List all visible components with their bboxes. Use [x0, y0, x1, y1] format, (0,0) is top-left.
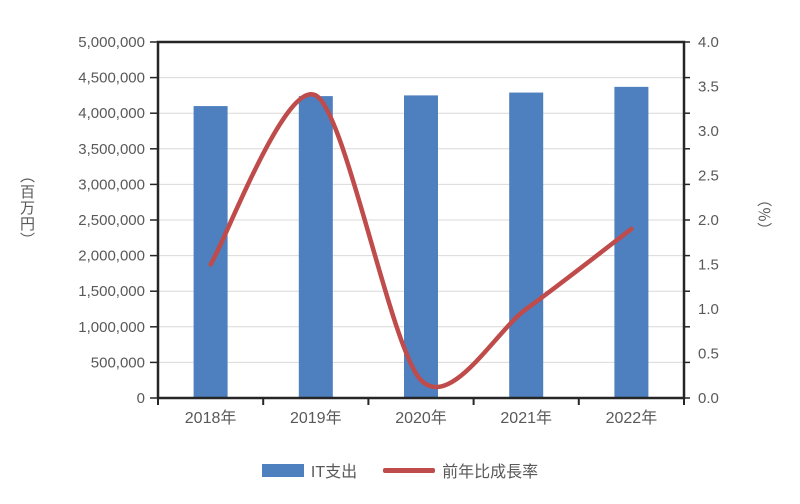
bar-series-swatch	[261, 463, 304, 477]
bar-2018年	[193, 106, 228, 398]
right-axis-tick-label: 1.5	[698, 257, 719, 274]
right-axis-tick-label: 2.0	[698, 212, 719, 229]
left-axis-tick-label: 5,000,000	[78, 34, 145, 51]
x-axis-label: 2018年	[185, 409, 237, 427]
line-series-swatch	[383, 467, 436, 473]
right-axis-tick-label: 0.5	[698, 346, 719, 363]
left-axis-tick-label: 3,500,000	[78, 141, 145, 158]
bar-series-label: IT支出	[310, 464, 358, 481]
left-axis-tick-label: 4,000,000	[78, 105, 145, 122]
x-axis-label: 2020年	[395, 409, 447, 427]
left-axis-title: （百万円）	[18, 168, 35, 248]
line-series-label: 前年比成長率	[442, 464, 539, 481]
x-axis-label: 2019年	[290, 409, 342, 427]
right-axis-tick-label: 3.5	[698, 79, 719, 96]
bar-2019年	[298, 96, 333, 398]
right-axis-tick-label: 4.0	[698, 34, 719, 51]
right-axis-title: （％）	[755, 191, 773, 238]
growth-rate-line	[208, 92, 634, 390]
right-axis-tick-label: 2.5	[698, 168, 719, 185]
left-axis-tick-label: 4,500,000	[78, 70, 145, 87]
left-axis-tick-label: 2,000,000	[78, 248, 145, 265]
legend: IT支出 前年比成長率	[0, 458, 800, 482]
right-axis-tick-label: 3.0	[698, 123, 719, 140]
right-axis-tick-label: 1.0	[698, 301, 719, 318]
bar-2022年	[614, 86, 649, 398]
left-axis-tick-label: 2,500,000	[78, 212, 145, 229]
legend-item-bars: IT支出	[261, 458, 358, 482]
left-axis-tick-label: 500,000	[91, 354, 145, 371]
left-axis-tick-label: 1,500,000	[78, 283, 145, 300]
bar-2021年	[509, 92, 544, 398]
plot-border	[156, 40, 686, 400]
bar-2020年	[404, 95, 438, 399]
x-axis-label: 2021年	[500, 409, 552, 427]
x-axis-label: 2022年	[606, 409, 658, 427]
left-axis-tick-label: 1,000,000	[78, 319, 145, 336]
right-axis-tick-label: 0.0	[698, 390, 719, 407]
legend-item-line: 前年比成長率	[383, 458, 538, 482]
left-axis-tick-label: 0	[137, 390, 145, 407]
left-axis-tick-label: 3,000,000	[78, 176, 145, 193]
